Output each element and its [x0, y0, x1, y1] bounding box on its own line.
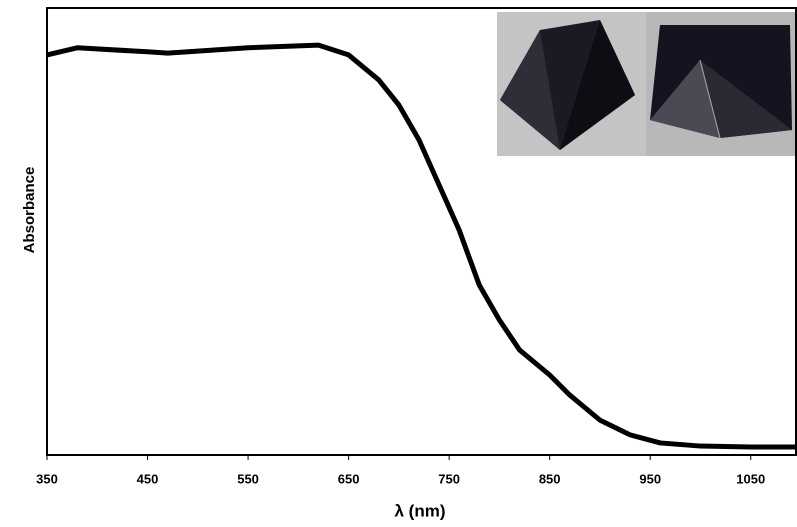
x-axis-label: λ (nm)	[395, 501, 446, 520]
y-axis-label: Absorbance	[21, 167, 38, 254]
x-tick-label: 850	[539, 471, 561, 486]
inset-photo	[497, 12, 795, 156]
x-tick-label: 550	[237, 471, 259, 486]
x-tick-label: 1050	[736, 471, 765, 486]
x-tick-label: 450	[137, 471, 159, 486]
x-tick-label: 750	[438, 471, 460, 486]
plot-frame	[46, 7, 797, 456]
data-line	[46, 42, 796, 450]
x-tick-label: 950	[639, 471, 661, 486]
x-tick-label: 350	[36, 471, 58, 486]
x-tick-label: 650	[338, 471, 360, 486]
